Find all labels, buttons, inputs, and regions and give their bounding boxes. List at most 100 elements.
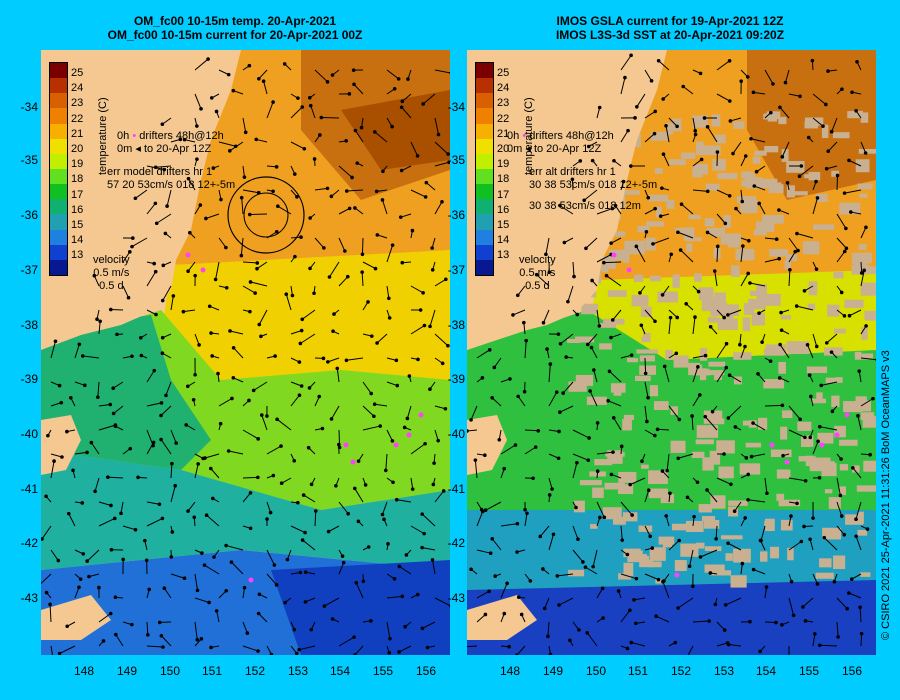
velocity-arrow xyxy=(329,261,340,278)
velocity-arrow-head xyxy=(693,132,698,137)
lat-label: -36 xyxy=(20,208,38,222)
velocity-arrow-head xyxy=(648,534,652,539)
satellite-sst-map[interactable]: 25 24 23 22 21 20 19 18 17 16 15 14 13 temperature (… xyxy=(467,50,876,655)
velocity-arrow-head xyxy=(152,368,157,373)
velocity-arrow xyxy=(242,476,258,479)
velocity-arrow xyxy=(740,189,743,202)
velocity-arrow-head xyxy=(859,271,864,275)
velocity-arrow xyxy=(860,261,863,274)
velocity-arrow xyxy=(784,69,790,83)
velocity-arrow xyxy=(596,107,601,119)
velocity-arrow-head xyxy=(515,550,519,554)
velocity-arrow xyxy=(434,161,450,167)
drifter-marker-icon: • xyxy=(522,130,527,142)
lat-label: -43 xyxy=(20,591,38,605)
velocity-arrow-head xyxy=(294,651,299,655)
velocity-arrow-head xyxy=(230,396,234,401)
cloud-patch xyxy=(622,512,638,522)
velocity-arrow-head xyxy=(864,324,868,328)
southern-landmass xyxy=(41,595,111,640)
velocity-arrow xyxy=(644,490,650,503)
cloud-patch xyxy=(857,511,864,525)
velocity-arrow-head xyxy=(707,619,711,623)
velocity-arrow-head xyxy=(199,637,204,641)
colorbar-tick-label: 15 xyxy=(71,219,84,231)
velocity-arrow-head xyxy=(186,176,191,181)
velocity-arrow-head xyxy=(586,144,591,149)
legend-err2: 30 38 53cm/s 018 12+-5m xyxy=(529,179,658,191)
velocity-arrow xyxy=(860,270,865,287)
velocity-arrow xyxy=(620,501,633,516)
velocity-arrow-head xyxy=(661,152,666,156)
velocity-arrow-head xyxy=(646,395,650,400)
velocity-arrow xyxy=(218,398,233,407)
velocity-arrow-head xyxy=(728,119,733,123)
velocity-arrow-head xyxy=(629,164,633,168)
velocity-arrow-head xyxy=(421,291,425,295)
velocity-arrow-head xyxy=(572,274,576,279)
velocity-arrow xyxy=(827,141,838,152)
velocity-arrow-head xyxy=(406,77,410,81)
cloud-patch xyxy=(594,459,613,466)
velocity-arrow-head xyxy=(653,319,657,324)
cloud-patch xyxy=(854,351,862,360)
velocity-arrow-head xyxy=(203,456,207,460)
velocity-arrow xyxy=(591,347,598,359)
lat-label: -40 xyxy=(447,427,465,441)
velocity-arrow-head xyxy=(198,203,203,207)
cloud-patch xyxy=(804,174,813,179)
velocity-arrow-head xyxy=(219,197,223,202)
velocity-arrow-head xyxy=(272,563,277,567)
model-temperature-map[interactable]: 25 24 23 22 21 20 19 18 17 16 15 14 13 temperature (… xyxy=(41,50,450,655)
velocity-arrow-head xyxy=(231,345,236,350)
velocity-arrow xyxy=(500,583,508,599)
velocity-arrow-head xyxy=(245,631,250,635)
velocity-arrow xyxy=(146,621,149,635)
velocity-arrow-head xyxy=(568,638,572,643)
colorbar-tick-label: 17 xyxy=(71,188,84,201)
velocity-arrow xyxy=(170,485,176,503)
velocity-arrow-head xyxy=(875,358,876,362)
cloud-patch xyxy=(613,391,622,396)
cloud-patch xyxy=(581,303,599,315)
velocity-arrow xyxy=(302,539,316,551)
velocity-arrow-head xyxy=(160,351,165,356)
velocity-arrow-head xyxy=(216,371,220,376)
velocity-arrow-head xyxy=(801,605,805,609)
velocity-arrow xyxy=(386,595,403,599)
velocity-arrow-head xyxy=(533,445,538,449)
velocity-arrow-head xyxy=(448,604,450,608)
velocity-arrow xyxy=(836,251,846,263)
velocity-arrow-head xyxy=(52,459,56,463)
velocity-arrow xyxy=(796,233,814,239)
velocity-arrow-head xyxy=(826,149,831,153)
velocity-arrow xyxy=(567,285,574,302)
velocity-arrow-head xyxy=(214,109,219,114)
cloud-patch xyxy=(778,499,801,507)
velocity-arrow-head xyxy=(744,456,749,460)
velocity-arrow xyxy=(183,309,196,313)
velocity-arrow xyxy=(187,261,196,272)
velocity-arrow-head xyxy=(356,459,361,463)
velocity-arrow-head xyxy=(363,483,368,487)
velocity-arrow-head xyxy=(405,416,410,421)
velocity-arrow-head xyxy=(297,393,302,398)
velocity-arrow xyxy=(716,621,726,631)
velocity-arrow-head xyxy=(612,158,616,163)
velocity-arrow-head xyxy=(789,579,794,584)
velocity-arrow-head xyxy=(808,537,812,542)
velocity-arrow xyxy=(764,621,776,624)
velocity-arrow-head xyxy=(578,159,583,163)
velocity-arrow xyxy=(849,309,862,317)
velocity-arrow-head xyxy=(751,421,755,425)
velocity-arrow-head xyxy=(547,270,552,275)
velocity-arrow xyxy=(194,573,199,591)
velocity-arrow xyxy=(819,426,838,431)
cloud-patch xyxy=(776,493,785,501)
velocity-arrow-head xyxy=(68,395,73,400)
velocity-arrow xyxy=(300,333,316,344)
velocity-arrow xyxy=(716,246,719,263)
velocity-arrow-head xyxy=(584,246,588,251)
velocity-arrow-head xyxy=(557,429,561,434)
cloud-patch xyxy=(816,392,823,403)
